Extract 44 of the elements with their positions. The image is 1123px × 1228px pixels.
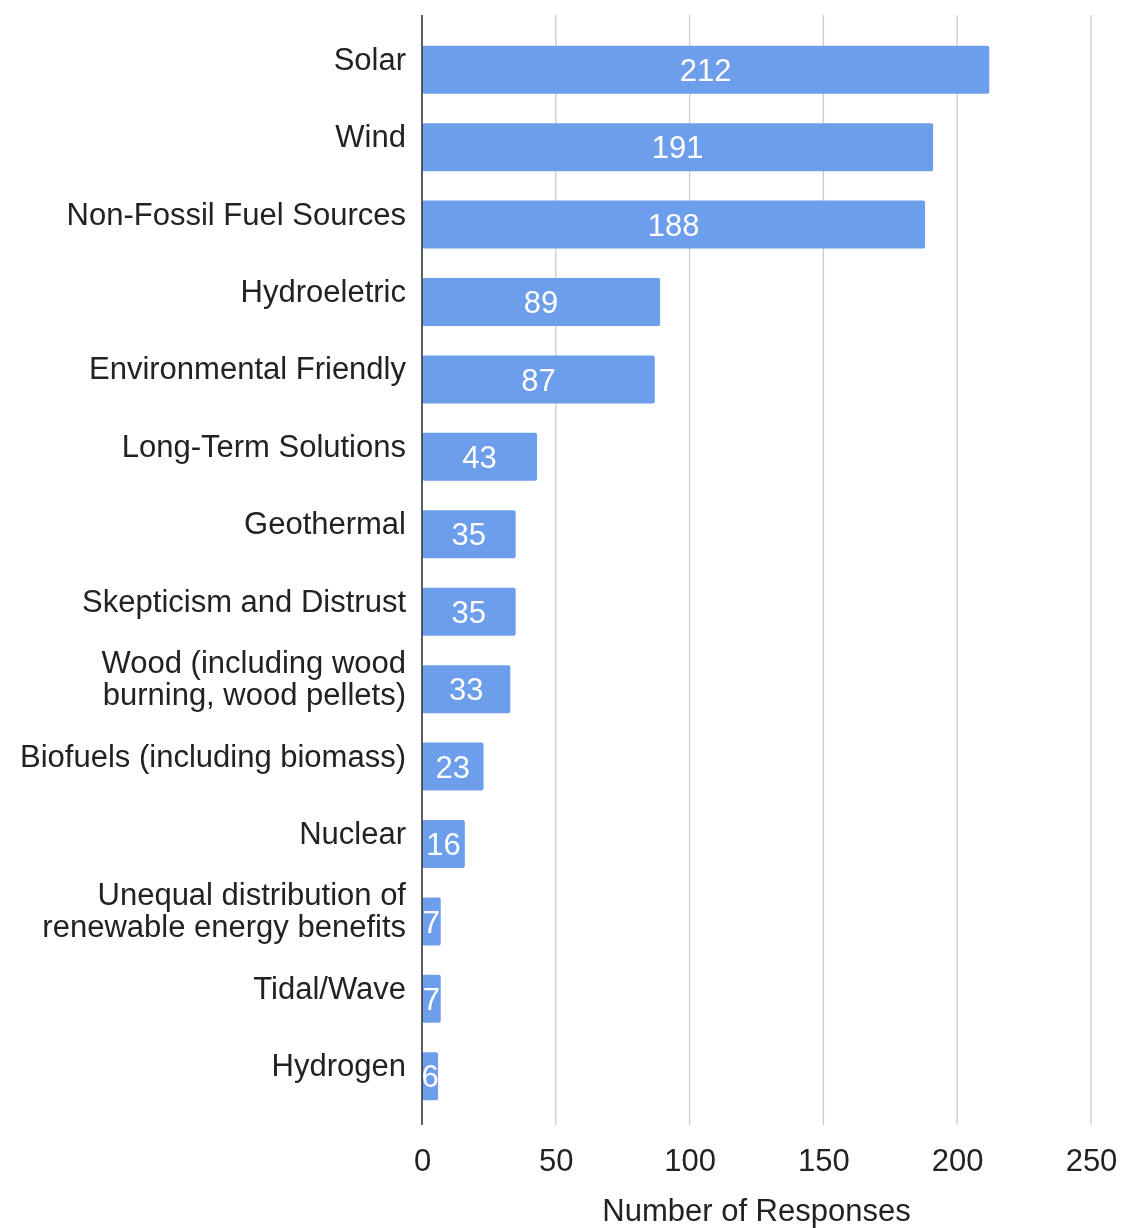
- data-label: 188: [647, 207, 700, 243]
- bar: [422, 45, 990, 94]
- y-tick-label: Solar: [333, 41, 406, 77]
- y-tick-label: Skepticism and Distrust: [82, 583, 407, 619]
- y-tick-label: Long-Term Solutions: [121, 428, 406, 464]
- data-label: 16: [426, 827, 461, 863]
- y-tick-label: Wood (including wood burning, wood pellets): [101, 645, 406, 713]
- data-label: 43: [462, 440, 497, 476]
- data-label: 33: [448, 672, 484, 708]
- data-label: 87: [521, 362, 556, 398]
- bar: [422, 278, 661, 326]
- y-tick-label: Hydroeletric: [240, 274, 406, 309]
- data-label: 35: [451, 517, 487, 553]
- bar: [422, 510, 516, 559]
- x-tick-label: 100: [664, 1143, 716, 1178]
- bar: [422, 200, 926, 249]
- y-tick-label: Nuclear: [299, 816, 406, 851]
- y-tick-label: Environmental Friendly: [88, 351, 407, 387]
- bar: [422, 123, 934, 172]
- data-label: 35: [451, 594, 487, 630]
- y-tick-label: Non-Fossil Fuel Sources: [66, 196, 406, 232]
- data-label: 7: [422, 982, 440, 1018]
- y-tick-label: Hydrogen: [271, 1048, 406, 1084]
- data-label: 23: [435, 749, 471, 785]
- x-axis-title: Number of Responses: [602, 1193, 911, 1228]
- x-tick-label: 250: [1065, 1143, 1118, 1178]
- x-tick-label: 150: [798, 1143, 850, 1178]
- bar: [422, 587, 516, 636]
- y-tick-label: Wind: [335, 119, 406, 155]
- y-tick-label: Biofuels (including biomass): [20, 738, 406, 774]
- bar: [422, 355, 655, 404]
- data-label: 7: [422, 904, 440, 940]
- x-tick-label: 0: [413, 1143, 432, 1178]
- data-label: 191: [651, 130, 704, 166]
- bar: [422, 432, 538, 481]
- y-tick-label: Geothermal: [244, 506, 406, 542]
- data-label: 212: [679, 52, 732, 88]
- data-label: 89: [523, 285, 559, 321]
- y-tick-label: Tidal/Wave: [253, 970, 406, 1006]
- y-tick-label: Unequal distribution of renewable energy benefits: [42, 877, 407, 945]
- bar: [422, 665, 511, 714]
- x-tick-label: 200: [931, 1143, 984, 1178]
- data-label: 6: [421, 1059, 439, 1095]
- x-tick-label: 50: [539, 1143, 574, 1178]
